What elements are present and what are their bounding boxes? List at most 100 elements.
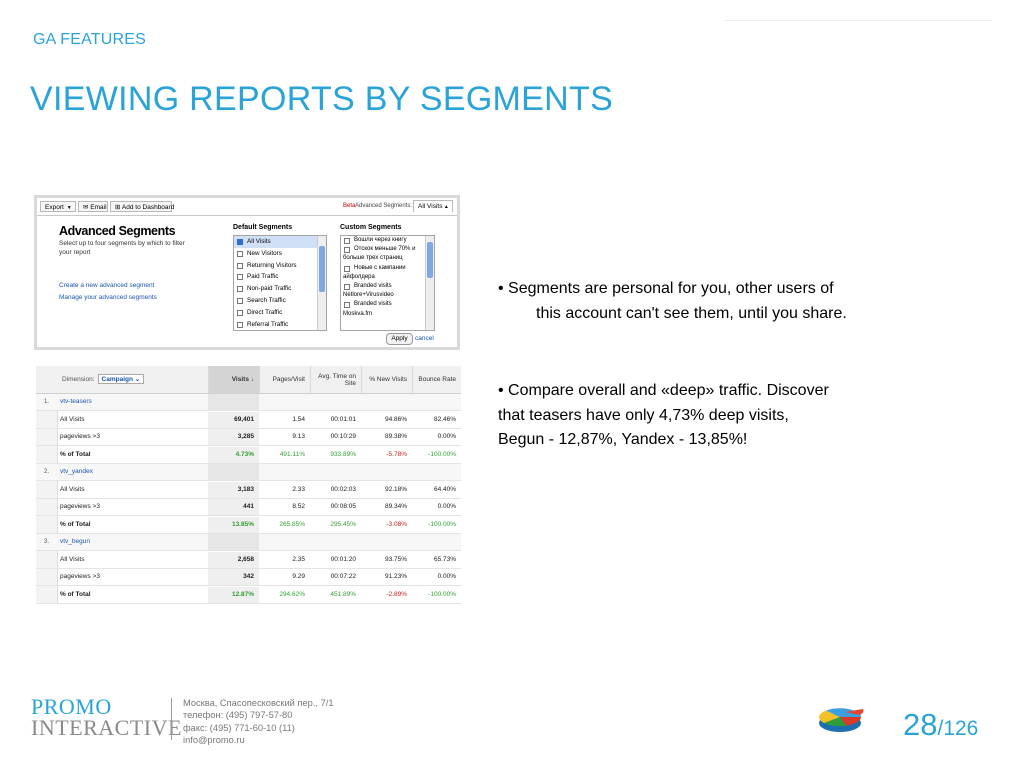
table-cell: 82.46% — [433, 415, 456, 423]
checkbox[interactable] — [344, 265, 350, 272]
row-number: 3. — [44, 539, 50, 545]
table-cell: 0.00% — [437, 503, 456, 510]
top-decor-line — [724, 20, 992, 21]
checkbox[interactable] — [344, 238, 350, 244]
add-to-dashboard-label: Add to Dashboard — [121, 204, 175, 211]
table-cell: 00:01:01 — [330, 415, 356, 423]
toolbar-divider — [37, 215, 457, 216]
custom-list-scrollbar[interactable] — [425, 236, 434, 330]
checkbox[interactable] — [344, 247, 350, 254]
email-line: info@promo.ru — [183, 735, 245, 746]
scrollbar-thumb[interactable] — [319, 246, 325, 292]
custom-segment-option[interactable]: Отскок меньше 70% и — [341, 245, 434, 254]
checkbox-checked[interactable] — [237, 239, 243, 245]
custom-segment-option[interactable]: Вошли через книгу — [341, 236, 434, 245]
default-list-scrollbar[interactable] — [317, 236, 326, 330]
segment-option-referral-traffic[interactable]: Referral Traffic — [234, 319, 326, 330]
table-cell: 13.85% — [208, 516, 259, 533]
custom-segment-option[interactable]: Branded visits — [341, 300, 434, 309]
advanced-segments-description: Select up to four segments by which to f… — [59, 240, 185, 256]
row-number: 2. — [44, 469, 50, 475]
advanced-segments-heading: Advanced Segments — [59, 224, 176, 238]
table-row: % of Total 12.87% 294.62% 451.89% -2.89% -100… — [36, 586, 461, 604]
col-new-visits[interactable]: % New Visits — [361, 366, 412, 393]
segments-dropdown[interactable]: All Visits ▲ — [413, 200, 453, 212]
chevron-up-icon: ▲ — [442, 204, 449, 210]
table-cell: 491.11% — [279, 450, 305, 458]
table-cell: 3,183 — [208, 481, 259, 498]
segments-dropdown-value: All Visits — [418, 203, 443, 210]
table-cell: 1.54 — [292, 415, 305, 423]
advanced-segments-label: Advanced Segments: — [355, 203, 413, 209]
col-pages-visit[interactable]: Pages/Visit — [259, 366, 310, 393]
table-cell: 295.45% — [330, 520, 356, 528]
segment-label: All Visits — [247, 238, 271, 245]
col-bounce-rate[interactable]: Bounce Rate — [412, 366, 461, 393]
segment-label: Direct Traffic — [247, 308, 283, 316]
table-group-row: 3. vtv_begun — [36, 534, 461, 551]
custom-segment-option[interactable]: Новые с кампании — [341, 264, 434, 273]
checkbox[interactable] — [344, 302, 350, 309]
table-cell: 89.38% — [384, 433, 407, 440]
cancel-link[interactable]: cancel — [415, 335, 434, 342]
checkbox[interactable] — [237, 309, 243, 316]
custom-segment-option-cont: больше трех страниц — [343, 255, 403, 262]
table-cell: 933.89% — [330, 450, 356, 458]
default-segments-list[interactable]: All Visits New Visitors Returning Visito… — [233, 235, 327, 331]
segment-label: Returning Visitors — [247, 261, 297, 269]
checkbox[interactable] — [237, 274, 243, 281]
checkbox[interactable] — [237, 286, 243, 293]
col-visits[interactable]: Visits ↓ — [208, 366, 259, 393]
company-address: Москва, Спасопесковский пер., 7/1 телефо… — [183, 697, 334, 747]
visits-cell-bg — [208, 464, 259, 480]
campaign-link[interactable]: vtv-teasers — [60, 398, 92, 405]
table-row: % of Total 4.73% 491.11% 933.89% -5.78% -100.… — [36, 446, 461, 464]
page-total: /126 — [937, 717, 979, 740]
add-to-dashboard-button[interactable]: ⊞ Add to Dashboard — [110, 201, 175, 212]
checkbox[interactable] — [237, 262, 243, 269]
dimension-selector: Dimension: Campaign ⌄ — [62, 374, 145, 384]
segment-option-all-visits[interactable]: All Visits — [234, 236, 326, 248]
custom-segment-option-cont: Netlore+Virusvideo — [343, 292, 394, 299]
custom-segment-option[interactable]: Branded visits — [341, 282, 434, 291]
create-segment-link[interactable]: Create a new advanced segment — [59, 282, 155, 289]
segment-option-new-visitors[interactable]: New Visitors — [234, 248, 326, 260]
table-row: pageviews >3 3,285 9.13 00:10:29 89.38% 0.00% — [36, 429, 461, 446]
apply-button[interactable]: Apply — [386, 333, 413, 345]
table-row: All Visits 2,658 2.35 00:01:20 93.75% 65.73% — [36, 551, 461, 569]
custom-segments-title: Custom Segments — [340, 224, 402, 231]
email-button[interactable]: ✉ Email — [78, 201, 108, 212]
row-label: All Visits — [60, 555, 85, 563]
segment-option-direct-traffic[interactable]: Direct Traffic — [234, 307, 326, 319]
campaign-link[interactable]: vtv_begun — [60, 538, 90, 545]
checkbox[interactable] — [237, 297, 243, 304]
checkbox[interactable] — [344, 284, 350, 291]
table-cell: 12.87% — [208, 586, 259, 603]
footer-divider — [171, 698, 172, 740]
campaign-link[interactable]: vtv_yandex — [60, 468, 93, 475]
segment-option-search-traffic[interactable]: Search Traffic — [234, 295, 326, 307]
table-row: pageviews >3 441 8.52 00:08:05 89.34% 0.00% — [36, 499, 461, 516]
segment-label: Вошли через книгу — [354, 237, 407, 243]
segment-option-paid-traffic[interactable]: Paid Traffic — [234, 271, 326, 283]
table-cell: 342 — [208, 569, 259, 585]
checkbox[interactable] — [237, 250, 243, 257]
chevron-down-icon: ▼ — [66, 205, 72, 211]
manage-segments-link[interactable]: Manage your advanced segments — [59, 294, 157, 301]
custom-segments-list[interactable]: Вошли через книгу Отскок меньше 70% и бо… — [340, 235, 435, 331]
table-cell: -100.00% — [428, 450, 456, 458]
dimension-dropdown[interactable]: Campaign ⌄ — [97, 374, 145, 384]
table-cell: 2,658 — [208, 551, 259, 568]
table-cell: 00:07:22 — [330, 573, 356, 580]
col-avg-time[interactable]: Avg. Time on Site — [310, 366, 361, 393]
page-number: 28/126 — [903, 707, 978, 743]
row-label: pageviews >3 — [60, 433, 100, 440]
table-cell: 00:01:20 — [330, 555, 356, 563]
bullet-2-line-3: Begun - 12,87%, Yandex - 13,85%! — [498, 431, 748, 448]
scrollbar-thumb[interactable] — [427, 242, 433, 278]
table-cell: 8.52 — [292, 503, 305, 510]
segment-option-returning-visitors[interactable]: Returning Visitors — [234, 260, 326, 272]
export-button[interactable]: Export ▼ — [40, 201, 76, 212]
segment-option-non-paid-traffic[interactable]: Non-paid Traffic — [234, 283, 326, 295]
checkbox[interactable] — [237, 321, 243, 328]
